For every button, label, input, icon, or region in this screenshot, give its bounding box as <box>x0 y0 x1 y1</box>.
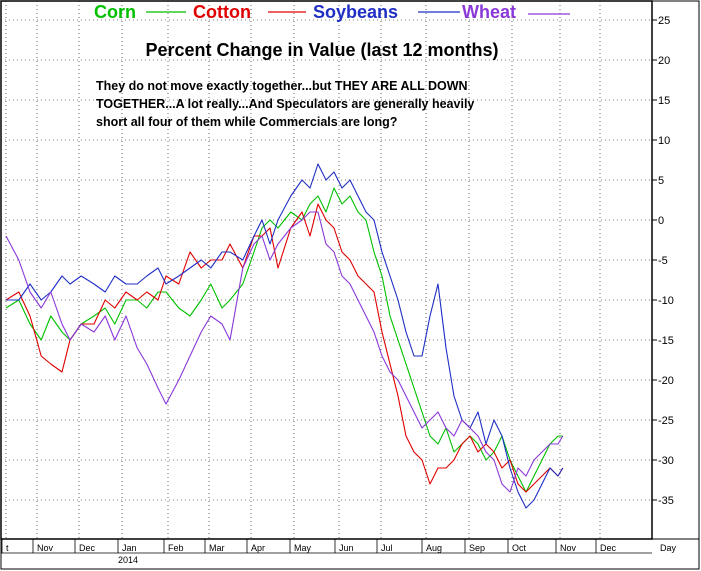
y-tick-label: 25 <box>658 15 670 27</box>
y-tick-label: -30 <box>658 455 674 467</box>
x-tick-label: Jan <box>122 543 137 553</box>
x-tick-label: t <box>6 543 9 553</box>
legend: Corn Cotton Soybeans Wheat <box>94 2 570 22</box>
y-tick-label: -20 <box>658 375 674 387</box>
y-tick-label: -15 <box>658 335 674 347</box>
x-tick-label: Feb <box>168 543 184 553</box>
legend-cotton-label: Cotton <box>193 2 251 22</box>
x-tick-label: Jul <box>381 543 393 553</box>
legend-wheat-label: Wheat <box>462 2 516 22</box>
x-tick-label: Nov <box>560 543 577 553</box>
chart-title: Percent Change in Value (last 12 months) <box>145 40 498 60</box>
y-tick-label: 15 <box>658 95 670 107</box>
grid-layer <box>1 1 652 539</box>
y-tick-label: -35 <box>658 495 674 507</box>
legend-soybeans-label: Soybeans <box>313 2 398 22</box>
x-tick-label: Apr <box>251 543 265 553</box>
y-tick-label: 0 <box>658 215 664 227</box>
x-tick-label: May <box>294 543 312 553</box>
y-axis: 25 20 15 10 5 0 -5 -10 -15 -20 -25 -30 -35 <box>652 15 674 507</box>
series-line-corn <box>5 187 563 493</box>
x-tick-label: Sep <box>469 543 485 553</box>
x-tick-label: Oct <box>512 543 527 553</box>
annotation-line-2: TOGETHER...A lot really...And Speculator… <box>96 97 474 111</box>
y-tick-label: 10 <box>658 135 670 147</box>
y-tick-label: -5 <box>658 255 668 267</box>
x-axis: t Nov Dec Jan Feb Mar Apr May Jun Jul Aug Sep Oct Nov… <box>1 539 652 554</box>
bottom-axis-frame <box>0 538 700 570</box>
y-tick-label: -25 <box>658 415 674 427</box>
annotation-line-3: short all four of them while Commercials… <box>96 115 397 129</box>
x-tick-label: Dec <box>79 543 96 553</box>
series-line-cotton <box>5 203 564 493</box>
x-tick-label: Jun <box>339 543 354 553</box>
x-year-label: 2014 <box>118 555 138 565</box>
y-tick-label: 5 <box>658 175 664 187</box>
annotation-line-1: They do not move exactly together...but … <box>96 79 468 93</box>
series-line-wheat <box>5 211 564 493</box>
x-tick-label: Nov <box>37 543 54 553</box>
x-tick-label: Dec <box>600 543 617 553</box>
legend-corn-label: Corn <box>94 2 136 22</box>
y-tick-label: 20 <box>658 55 670 67</box>
y-tick-label: -10 <box>658 295 674 307</box>
x-tick-label: Aug <box>426 543 442 553</box>
lines-layer <box>5 163 564 509</box>
series-line-soybeans <box>6 163 564 509</box>
x-unit-label: Day <box>660 543 677 553</box>
x-tick-label: Mar <box>209 543 225 553</box>
